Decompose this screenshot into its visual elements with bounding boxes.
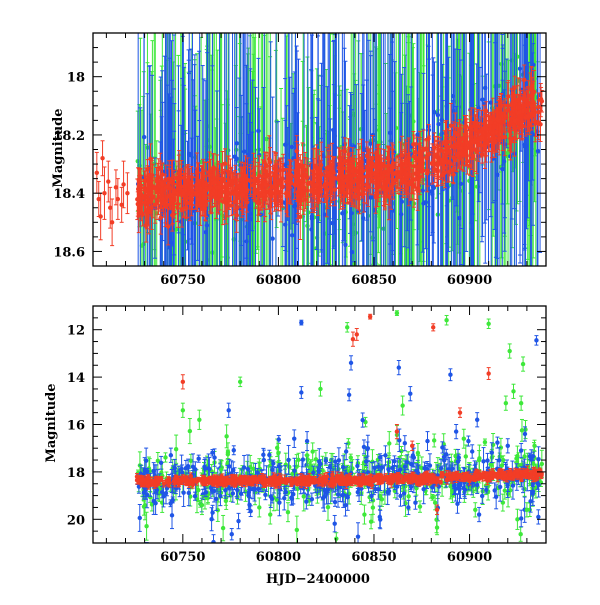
top-blue-obs-marker (502, 159, 506, 163)
top-blue-obs-marker (244, 239, 248, 243)
top-blue-obs-marker (232, 155, 236, 159)
top-blue-obs-marker (361, 216, 365, 220)
top-green-obs-marker (515, 54, 519, 58)
top-blue-obs-marker (436, 122, 440, 126)
top-blue-obs-marker (431, 185, 435, 189)
top-blue-obs-marker (270, 236, 274, 240)
top-blue-obs-marker (483, 86, 487, 90)
top-blue-obs-marker (204, 230, 208, 234)
top-red-obs-marker (306, 182, 310, 186)
top-blue-obs-marker (480, 97, 484, 101)
top-blue-obs-marker (310, 214, 314, 218)
top-red-obs-marker (522, 78, 526, 82)
top-plot-area (95, 0, 544, 445)
top-green-obs-marker (141, 242, 145, 246)
top-green-obs (506, 0, 510, 326)
top-blue-obs-marker (440, 118, 444, 122)
top-blue-obs-marker (283, 143, 287, 147)
top-blue-obs-marker (399, 200, 403, 204)
top-blue-obs-marker (340, 211, 344, 215)
top-red-obs-marker (506, 94, 510, 98)
top-blue-obs-marker (421, 189, 425, 193)
top-blue-obs-marker (290, 233, 294, 237)
top-blue-obs-marker (536, 149, 540, 153)
top-blue-obs-marker (189, 153, 193, 157)
top-blue-obs-marker (317, 159, 321, 163)
top-blue-obs-marker (436, 113, 440, 117)
top-blue-obs-marker (256, 129, 260, 133)
top-green-obs (301, 0, 305, 291)
top-blue-obs-marker (445, 104, 449, 108)
top-red-obs-marker (184, 206, 188, 210)
top-blue-obs-marker (165, 169, 169, 173)
top-blue-obs (536, 0, 540, 333)
top-blue-obs-marker (421, 201, 425, 205)
top-blue-obs-marker (430, 192, 434, 196)
top-data-layer (95, 0, 544, 445)
